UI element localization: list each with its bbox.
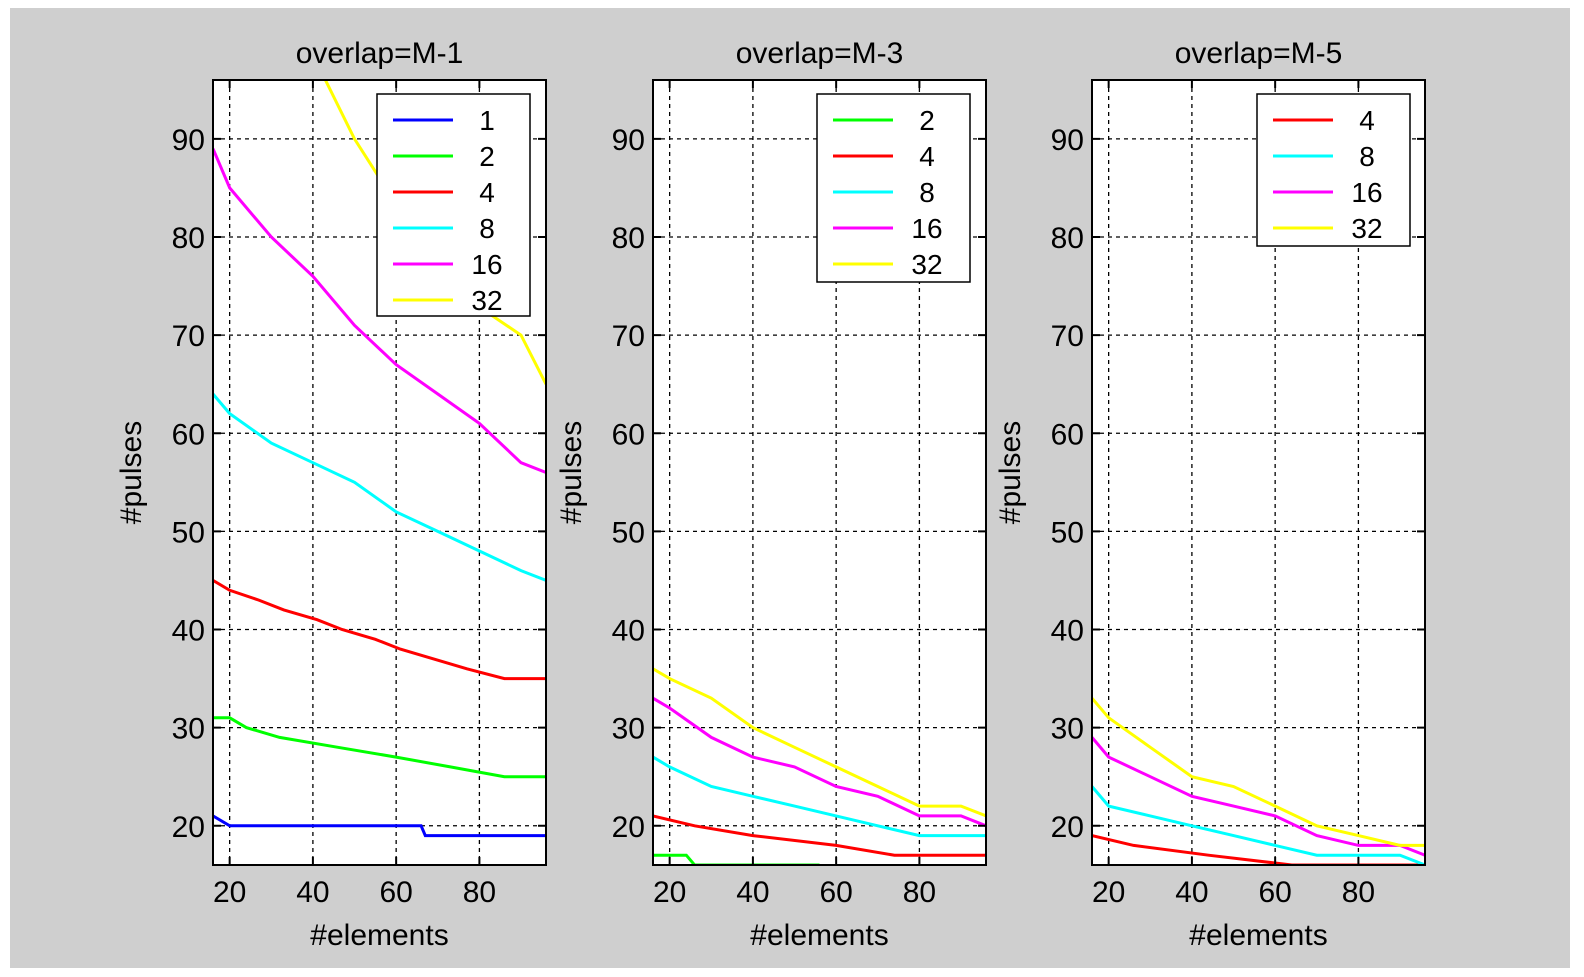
y-tick-label: 80 [1051,222,1084,255]
x-axis-label: #elements [310,919,448,952]
y-tick-label: 70 [1051,320,1084,353]
legend-label-16: 16 [1351,177,1382,208]
legend-label-16: 16 [471,249,502,280]
axes-frame [652,79,987,866]
x-tick-label: 60 [379,876,412,909]
series-line-8 [1092,785,1425,865]
y-tick-label: 30 [1051,713,1084,746]
series-line-16 [213,148,546,474]
x-tick-label: 40 [1175,876,1208,909]
legend: 4 8 16 32 [1256,93,1411,247]
chart-canvas: 20 40 60 80 20 30 40 50 60 70 80 90 overlap=M-1 #elem… [115,37,1426,952]
x-tick-label: 80 [1342,876,1375,909]
legend-label-32: 32 [471,285,502,316]
series-line-2 [213,716,546,779]
legend-box [816,93,971,283]
x-tick-label: 60 [819,876,852,909]
series-line-32 [653,667,986,818]
y-tick-label: 90 [172,124,205,157]
legend-label-2: 2 [919,105,935,136]
y-tick-label: 20 [1051,811,1084,844]
y-tick-label: 30 [172,713,205,746]
legend-label-2: 2 [479,141,495,172]
y-tick-label: 50 [172,516,205,549]
series-line-2 [653,853,820,865]
y-tick-label: 40 [1051,615,1084,648]
series-line-1 [213,814,546,838]
y-tick-label: 30 [612,713,645,746]
subplot-1: 20 40 60 80 20 30 40 50 60 70 80 90 overlap=M-1 #elem… [115,37,547,952]
legend-label-32: 32 [911,249,942,280]
y-tick-label: 20 [172,811,205,844]
x-tick-label: 20 [1092,876,1125,909]
y-axis-label: #pulses [994,421,1027,524]
series-line-4 [213,579,546,681]
legend-label-8: 8 [1359,141,1375,172]
legend-label-4: 4 [479,177,495,208]
legend-label-4: 4 [1359,105,1375,136]
legend: 1 2 4 8 16 32 [376,93,531,317]
series-line-4 [1092,834,1425,865]
legend-box [376,93,531,317]
legend-label-1: 1 [479,105,495,136]
y-tick-label: 20 [612,811,645,844]
y-tick-label: 70 [172,320,205,353]
subplot-2: 20 40 60 80 20 30 40 50 60 70 80 90 overlap=M-3 #elem… [555,37,987,952]
series-line-8 [653,755,986,838]
x-tick-label: 80 [903,876,936,909]
y-tick-label: 40 [172,615,205,648]
legend-label-4: 4 [919,141,935,172]
x-axis-label: #elements [1189,919,1327,952]
y-tick-label: 80 [612,222,645,255]
x-axis-label: #elements [750,919,888,952]
x-tick-label: 60 [1258,876,1291,909]
y-tick-label: 80 [172,222,205,255]
x-tick-label: 20 [653,876,686,909]
x-tick-label: 40 [736,876,769,909]
y-tick-label: 60 [1051,418,1084,451]
y-tick-label: 40 [612,615,645,648]
x-tick-label: 40 [296,876,329,909]
y-tick-label: 90 [612,124,645,157]
x-tick-label: 80 [463,876,496,909]
series-line-32 [1092,697,1425,847]
legend-label-8: 8 [479,213,495,244]
legend-box [1256,93,1411,247]
y-tick-label: 50 [612,516,645,549]
y-tick-label: 90 [1051,124,1084,157]
legend: 2 4 8 16 32 [816,93,971,283]
subplot-title: overlap=M-5 [1175,37,1343,70]
series-line-8 [213,393,546,582]
figure: 20 40 60 80 20 30 40 50 60 70 80 90 overlap=M-1 #elem… [10,8,1570,968]
x-tick-label: 20 [213,876,246,909]
legend-label-16: 16 [911,213,942,244]
y-tick-label: 70 [612,320,645,353]
legend-label-32: 32 [1351,213,1382,244]
series-line-16 [1092,736,1425,857]
legend-label-8: 8 [919,177,935,208]
series-line-4 [653,814,986,857]
y-tick-label: 60 [172,418,205,451]
axes-frame [212,79,547,866]
series-line-16 [653,696,986,828]
axes-frame [1091,79,1426,866]
y-axis-label: #pulses [555,421,588,524]
subplot-title: overlap=M-1 [296,37,464,70]
subplot-3: 20 40 60 80 20 30 40 50 60 70 80 90 overlap=M-5 #elem… [994,37,1426,952]
subplot-title: overlap=M-3 [736,37,904,70]
y-axis-label: #pulses [115,421,148,524]
y-tick-label: 60 [612,418,645,451]
y-tick-label: 50 [1051,516,1084,549]
